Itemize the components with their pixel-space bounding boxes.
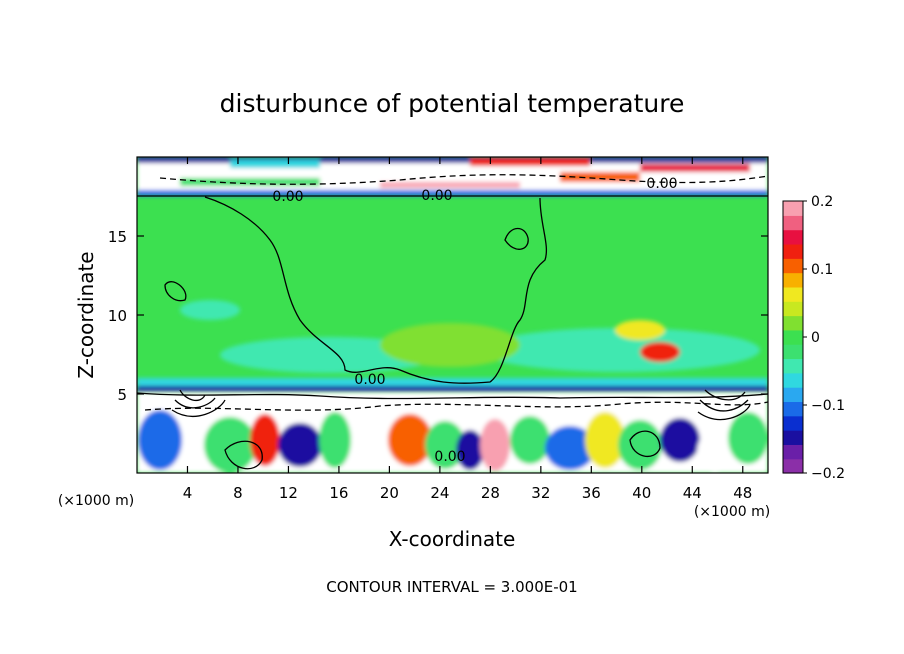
contour-dashed-lower (144, 401, 768, 411)
chart-title: disturbunce of potential temperature (220, 89, 685, 118)
colorbar-swatch (783, 430, 803, 445)
contour-dashed-top (159, 174, 768, 185)
x-tick-label: 40 (632, 484, 651, 502)
x-tick-label: 20 (380, 484, 399, 502)
contour-blob-right (504, 227, 529, 250)
colorbar-swatch (783, 243, 803, 259)
x-tick-label: 28 (481, 484, 500, 502)
x-tick-label: 24 (430, 484, 449, 502)
x-tick-label: 44 (683, 484, 702, 502)
colorbar-tick-label: 0 (811, 330, 820, 346)
colorbar-tick-label: 0.2 (811, 194, 833, 210)
colorbar-swatch (783, 315, 803, 331)
colorbar-swatch (783, 358, 803, 374)
plot-area: 0.00 0.00 0.00 0.00 0.00 (137, 157, 768, 473)
contour-lower-eddy-1 (224, 440, 263, 470)
x-axis-ticks: 4 8 12 16 20 24 28 32 36 40 44 48 (183, 157, 752, 502)
colorbar-tick-label: −0.2 (811, 466, 845, 482)
x-tick-label: 12 (279, 484, 298, 502)
x-tick-label: 4 (183, 484, 193, 502)
colorbar-tick-label: −0.1 (811, 398, 845, 414)
colorbar-swatch (783, 258, 803, 274)
colorbar-swatch (783, 286, 803, 302)
colorbar-swatch (783, 329, 803, 345)
y-tick-label: 15 (108, 228, 127, 246)
colorbar-swatch (783, 201, 803, 216)
colorbar-swatch (783, 372, 803, 388)
x-axis-unit: (×1000 m) (694, 504, 770, 520)
colorbar-ticks: 0.2 0.1 0 −0.1 −0.2 (803, 194, 845, 482)
y-tick-label: 10 (108, 307, 127, 325)
colorbar-swatch (783, 458, 803, 474)
x-tick-label: 36 (582, 484, 601, 502)
x-tick-label: 8 (233, 484, 243, 502)
colorbar-swatch (783, 215, 803, 231)
x-tick-label: 48 (733, 484, 752, 502)
upper-field (137, 300, 768, 392)
x-tick-label: 32 (531, 484, 550, 502)
y-axis-ticks: 5 10 15 (108, 228, 768, 404)
contour-cluster-right (697, 389, 751, 421)
lower-field (137, 392, 768, 473)
colorbar-swatch (783, 229, 803, 245)
y-tick-label: 5 (117, 386, 127, 404)
contour-label: 0.00 (272, 189, 303, 205)
contour-label: 0.00 (421, 188, 452, 204)
x-axis-label: X-coordinate (389, 527, 516, 551)
colorbar-swatch (783, 444, 803, 460)
colorbar-swatch (783, 344, 803, 360)
contour-lines (137, 174, 768, 470)
colorbar-tick-label: 0.1 (811, 262, 833, 278)
contour-label: 0.00 (354, 372, 385, 388)
contour-zero-lower (137, 392, 768, 400)
contour-label: 0.00 (434, 449, 465, 465)
y-axis-label: Z-coordinate (74, 251, 98, 378)
contour-labels: 0.00 0.00 0.00 0.00 0.00 (272, 176, 677, 465)
contour-blob-left (164, 281, 187, 302)
contour-lower-eddy-2 (629, 430, 661, 458)
contour-label: 0.00 (646, 176, 677, 192)
colorbar-swatch (783, 301, 803, 317)
colorbar-swatch (783, 272, 803, 288)
colorbar-swatch (783, 401, 803, 417)
colorbar (783, 201, 803, 474)
contour-cluster-left (171, 389, 226, 417)
x-tick-label: 16 (329, 484, 348, 502)
contour-zero-upper (204, 196, 548, 384)
colorbar-swatch (783, 387, 803, 403)
colorbar-swatch (783, 415, 803, 431)
y-axis-unit: (×1000 m) (58, 493, 134, 509)
contour-interval-note: CONTOUR INTERVAL = 3.000E-01 (326, 578, 577, 596)
